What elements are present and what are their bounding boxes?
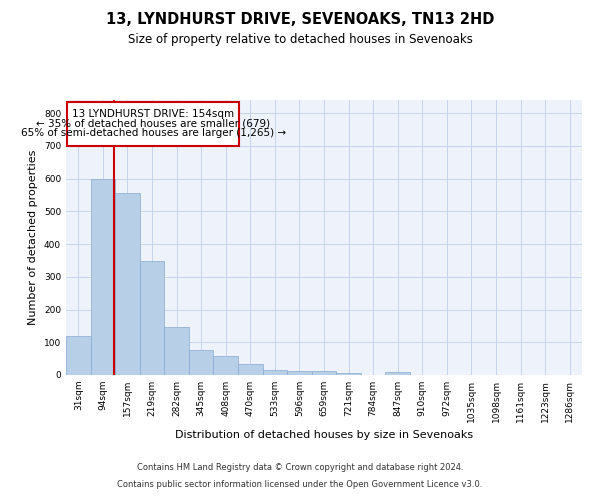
Bar bbox=[214, 356, 238, 375]
Bar bbox=[385, 372, 410, 375]
Bar bbox=[115, 194, 140, 375]
Text: 13, LYNDHURST DRIVE, SEVENOAKS, TN13 2HD: 13, LYNDHURST DRIVE, SEVENOAKS, TN13 2HD bbox=[106, 12, 494, 28]
Bar bbox=[287, 370, 312, 375]
Bar bbox=[67, 102, 239, 146]
Bar bbox=[91, 178, 115, 375]
Bar bbox=[164, 326, 189, 375]
Bar bbox=[140, 261, 164, 375]
Bar bbox=[336, 372, 361, 375]
Bar bbox=[263, 370, 287, 375]
X-axis label: Distribution of detached houses by size in Sevenoaks: Distribution of detached houses by size … bbox=[175, 430, 473, 440]
Text: Size of property relative to detached houses in Sevenoaks: Size of property relative to detached ho… bbox=[128, 32, 472, 46]
Y-axis label: Number of detached properties: Number of detached properties bbox=[28, 150, 38, 325]
Bar bbox=[189, 350, 214, 375]
Bar bbox=[66, 336, 91, 375]
Bar bbox=[312, 370, 336, 375]
Text: Contains HM Land Registry data © Crown copyright and database right 2024.: Contains HM Land Registry data © Crown c… bbox=[137, 462, 463, 471]
Bar bbox=[238, 364, 263, 375]
Text: 13 LYNDHURST DRIVE: 154sqm: 13 LYNDHURST DRIVE: 154sqm bbox=[72, 109, 234, 119]
Text: ← 35% of detached houses are smaller (679): ← 35% of detached houses are smaller (67… bbox=[36, 118, 270, 128]
Text: Contains public sector information licensed under the Open Government Licence v3: Contains public sector information licen… bbox=[118, 480, 482, 489]
Text: 65% of semi-detached houses are larger (1,265) →: 65% of semi-detached houses are larger (… bbox=[20, 128, 286, 138]
